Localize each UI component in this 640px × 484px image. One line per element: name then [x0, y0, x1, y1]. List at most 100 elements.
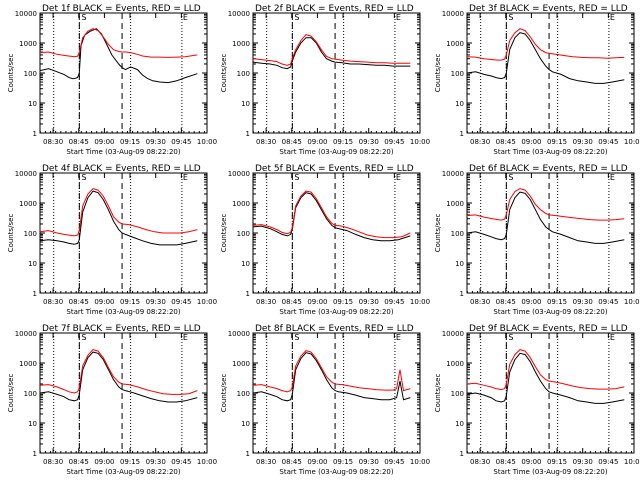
x-tick-label: 09:30 [146, 458, 166, 466]
x-tick-label: 08:30 [43, 138, 63, 146]
x-tick-label: 09:15 [333, 138, 353, 146]
y-axis-label: Counts/sec [7, 374, 15, 413]
x-tick-label: 09:45 [384, 138, 404, 146]
x-tick-label: 10:00 [624, 298, 640, 306]
y-tick-label: 1000 [446, 200, 464, 208]
x-tick-label: 09:00 [521, 298, 541, 306]
detector-panel-1: Det 1f BLACK = Events, RED = LLD 1 10 100 10… [7, 4, 217, 156]
y-tick-label: 1 [33, 290, 37, 298]
start-marker-label: S [294, 173, 299, 182]
series-line-events [40, 190, 198, 246]
start-marker-label: S [81, 13, 86, 22]
y-tick-label: 1000 [19, 360, 37, 368]
series-line-lld [40, 349, 198, 395]
y-tick-label: 100 [24, 230, 37, 238]
detector-panel-9: Det 9f BLACK = Events, RED = LLD 1 10 100 10… [434, 324, 640, 476]
x-tick-label: 09:00 [521, 458, 541, 466]
start-marker-label: S [81, 173, 86, 182]
y-tick-label: 1000 [232, 40, 250, 48]
panel-title: Det 4f BLACK = Events, RED = LLD [42, 164, 201, 174]
y-tick-label: 1 [460, 130, 464, 138]
y-tick-label: 10 [241, 420, 250, 428]
x-tick-label: 09:30 [359, 458, 379, 466]
y-tick-label: 100 [24, 70, 37, 78]
x-tick-label: 09:45 [171, 458, 191, 466]
y-axis-label: Counts/sec [434, 54, 442, 93]
y-tick-label: 10 [455, 260, 464, 268]
y-tick-label: 100 [451, 230, 464, 238]
x-tick-label: 08:30 [470, 298, 490, 306]
y-tick-label: 1000 [232, 360, 250, 368]
series-line-lld [40, 28, 198, 58]
detector-panel-5: Det 5f BLACK = Events, RED = LLD 1 10 100 10… [220, 164, 430, 316]
x-tick-label: 09:45 [598, 458, 618, 466]
x-tick-label: 09:00 [307, 298, 327, 306]
series-line-lld [253, 34, 411, 66]
x-tick-label: 08:45 [69, 298, 89, 306]
x-tick-label: 08:45 [282, 298, 302, 306]
y-tick-label: 1 [460, 450, 464, 458]
y-axis-label: Counts/sec [434, 374, 442, 413]
x-tick-label: 09:00 [307, 138, 327, 146]
x-tick-label: 08:30 [256, 138, 276, 146]
x-tick-label: 09:30 [573, 298, 593, 306]
panel-title: Det 6f BLACK = Events, RED = LLD [469, 164, 628, 174]
end-marker-label: E [183, 173, 188, 182]
end-marker-label: E [183, 333, 188, 342]
x-tick-label: 10:00 [624, 458, 640, 466]
series-line-events [253, 37, 411, 70]
x-tick-label: 09:45 [598, 138, 618, 146]
x-axis-label: Start Time (03-Aug-09 08:22:20) [66, 468, 180, 476]
x-tick-label: 10:00 [197, 298, 217, 306]
x-tick-label: 09:30 [573, 138, 593, 146]
x-tick-label: 09:00 [94, 298, 114, 306]
x-tick-label: 08:30 [43, 458, 63, 466]
x-tick-label: 09:15 [120, 138, 140, 146]
y-tick-label: 10000 [15, 170, 37, 178]
y-axis-label: Counts/sec [7, 214, 15, 253]
y-tick-label: 1000 [19, 200, 37, 208]
series-line-lld [467, 188, 625, 221]
end-marker-label: E [610, 333, 615, 342]
y-axis-label: Counts/sec [434, 214, 442, 253]
panel-title: Det 5f BLACK = Events, RED = LLD [255, 164, 414, 174]
x-tick-label: 08:45 [282, 458, 302, 466]
x-tick-label: 09:30 [146, 138, 166, 146]
x-axis-label: Start Time (03-Aug-09 08:22:20) [493, 308, 607, 316]
x-tick-label: 10:00 [197, 138, 217, 146]
detector-panel-2: Det 2f BLACK = Events, RED = LLD 1 10 100 10… [220, 4, 430, 156]
series-line-events [253, 192, 411, 242]
series-line-events [40, 28, 198, 84]
x-tick-label: 08:30 [256, 298, 276, 306]
y-tick-label: 10 [28, 260, 37, 268]
y-tick-label: 100 [451, 70, 464, 78]
x-tick-label: 09:00 [94, 138, 114, 146]
end-marker-label: E [610, 13, 615, 22]
series-line-events [253, 352, 411, 402]
y-tick-label: 10000 [228, 10, 250, 18]
y-tick-label: 10 [455, 420, 464, 428]
x-tick-label: 10:00 [624, 138, 640, 146]
detector-panel-4: Det 4f BLACK = Events, RED = LLD 1 10 100 10… [7, 164, 217, 316]
panel-title: Det 9f BLACK = Events, RED = LLD [469, 324, 628, 334]
start-marker-label: S [508, 333, 513, 342]
y-axis-label: Counts/sec [220, 54, 228, 93]
series-line-events [40, 351, 198, 403]
series-line-events [467, 352, 625, 404]
x-tick-label: 08:45 [282, 138, 302, 146]
x-tick-label: 09:30 [359, 298, 379, 306]
x-tick-label: 09:15 [333, 458, 353, 466]
series-line-lld [253, 190, 411, 239]
panel-title: Det 8f BLACK = Events, RED = LLD [255, 324, 414, 334]
y-tick-label: 10 [455, 100, 464, 108]
y-tick-label: 10 [241, 100, 250, 108]
y-tick-label: 10000 [442, 10, 464, 18]
end-marker-label: E [183, 13, 188, 22]
x-tick-label: 09:45 [384, 298, 404, 306]
detector-panel-3: Det 3f BLACK = Events, RED = LLD 1 10 100 10… [434, 4, 640, 156]
y-tick-label: 10000 [442, 330, 464, 338]
x-tick-label: 09:15 [547, 298, 567, 306]
x-axis-label: Start Time (03-Aug-09 08:22:20) [493, 148, 607, 156]
y-tick-label: 1000 [232, 200, 250, 208]
